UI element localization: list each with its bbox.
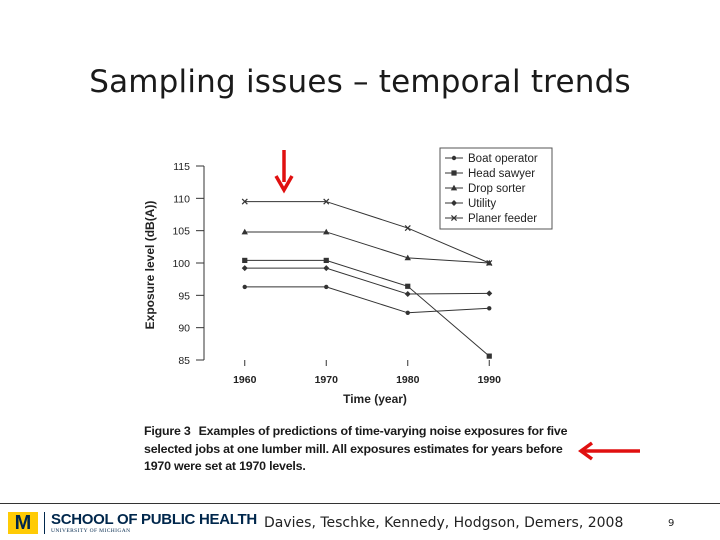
chart-legend: Boat operator Head sawyer Drop sorter Utili… [439,147,553,230]
legend-label: Boat operator [468,153,538,165]
y-tick-label: 110 [173,193,190,205]
point-marker [451,200,457,206]
figure-caption: Figure 3 Examples of predictions of time-… [144,423,574,476]
marker-stroke [486,259,493,267]
x-tick-label: 1990 [478,374,502,386]
marker-stroke [404,225,411,232]
series-drop-sorter [241,228,493,266]
logo-university-name: UNIVERSITY OF MICHIGAN [51,527,131,534]
point-marker [323,257,329,264]
citation: Davies, Teschke, Kennedy, Hodgson, Demer… [264,515,624,531]
point-marker [486,259,493,267]
y-tick-label: 105 [172,226,190,238]
legend-item: Utility [445,198,496,210]
point-marker [242,257,248,264]
point-marker [241,265,248,272]
point-marker [323,198,330,205]
marker-stroke [241,198,248,205]
y-tick-label: 100 [172,258,190,270]
series-boat-operator [242,284,492,315]
legend-label: Planer feeder [468,213,537,225]
point-marker [451,170,457,176]
series-utility [241,265,493,298]
series-line [244,259,490,357]
block-m-icon: M [8,512,38,534]
point-marker [404,291,411,298]
series-line [244,286,490,314]
footer-divider [0,503,720,504]
legend-label: Utility [468,198,496,210]
legend-label: Drop sorter [468,183,526,195]
line-chart: 85 90 95 100 105 110 115 1960 1970 1980 1990 Time (… [143,147,553,406]
series-line [244,201,490,264]
point-marker [242,284,247,290]
red-arrow-left-icon [578,440,642,462]
point-marker [404,225,411,232]
logo-divider [44,512,45,534]
point-marker [241,228,248,235]
caption-text: Examples of predictions of time-varying … [144,424,568,473]
legend-item: Planer feeder [445,213,537,225]
red-arrow-down-icon [274,148,294,194]
marker-stroke [323,198,330,205]
point-marker [451,155,457,161]
point-marker [241,198,248,205]
series-planer-feeder [241,198,493,267]
legend-item: Boat operator [445,153,538,165]
page-number: 9 [668,518,675,529]
school-logo: M SCHOOL OF PUBLIC HEALTH UNIVERSITY OF … [8,511,257,535]
y-tick-label: 85 [178,355,190,367]
x-tick-label: 1960 [233,374,257,386]
point-marker [450,184,458,191]
series-line [244,267,490,295]
point-marker [404,254,411,261]
marker-stroke [450,214,458,222]
point-marker [323,265,330,272]
y-tick-label: 115 [173,161,190,173]
point-marker [487,306,492,311]
chart-axes: 85 90 95 100 105 110 115 1960 1970 1980 1990 Time (… [143,161,501,406]
logo-school-name: SCHOOL OF PUBLIC HEALTH [51,510,257,528]
point-marker [324,284,329,290]
caption-label: Figure 3 [144,424,191,438]
series-line [244,231,490,264]
point-marker [486,353,492,359]
figure: 85 90 95 100 105 110 115 1960 1970 1980 1990 Time (… [140,140,580,480]
slide-title: Sampling issues – temporal trends [89,64,631,100]
x-tick-label: 1970 [315,374,339,386]
series-layer [241,198,493,359]
point-marker [486,290,493,297]
legend-label: Head sawyer [468,168,535,180]
point-marker [405,310,410,315]
legend-item: Drop sorter [445,183,526,195]
point-marker [323,228,330,235]
y-tick-label: 90 [178,323,190,335]
y-axis-label: Exposure level (dB(A)) [143,201,157,330]
legend-item: Head sawyer [445,168,535,180]
point-marker [450,214,458,222]
series-head-sawyer [242,257,492,359]
x-axis-label: Time (year) [343,392,407,406]
x-tick-label: 1980 [396,374,420,386]
point-marker [405,283,411,289]
y-tick-label: 95 [178,290,190,302]
